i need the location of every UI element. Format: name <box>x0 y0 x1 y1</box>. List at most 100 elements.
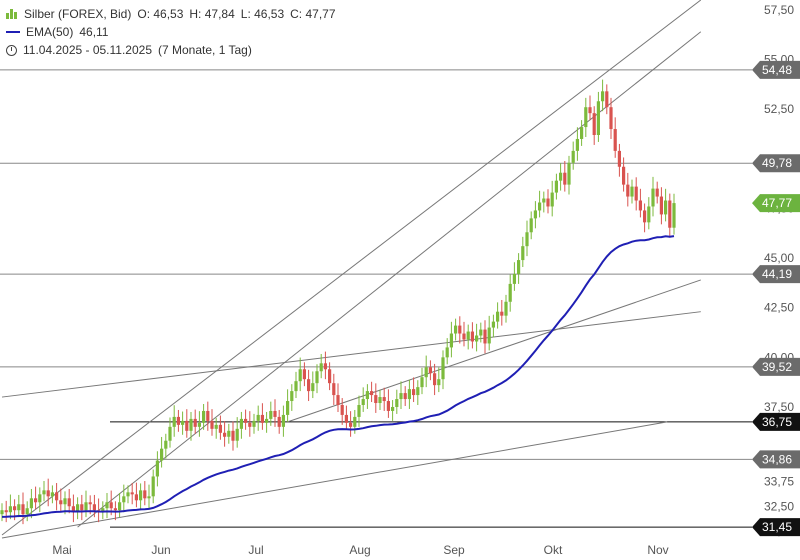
candle-body <box>500 311 504 316</box>
candle-body <box>298 369 302 382</box>
candle-body <box>315 371 319 384</box>
candle-body <box>290 391 294 402</box>
candle-body <box>181 420 185 425</box>
candle-body <box>571 150 575 163</box>
level-price-tag: 31,45 <box>762 520 792 534</box>
candle-body <box>559 172 563 181</box>
candle-body <box>25 508 29 515</box>
candle-body <box>391 406 395 411</box>
candle-body <box>454 325 458 334</box>
candle-body <box>155 460 159 477</box>
candle-body <box>42 490 46 495</box>
candle-body <box>424 367 428 378</box>
candle-body <box>231 430 235 441</box>
trend-lines <box>1 0 702 539</box>
candle-body <box>655 188 659 197</box>
level-price-tag: 54,48 <box>762 63 792 77</box>
candle-body <box>294 381 298 392</box>
candle-body <box>307 379 311 392</box>
y-tick-label: 37,50 <box>764 400 794 414</box>
candle-body <box>517 260 521 274</box>
candle-body <box>470 331 474 342</box>
candle-body <box>609 107 613 130</box>
candle-body <box>265 418 269 423</box>
candle-body <box>143 490 147 499</box>
ema-line <box>1 235 675 518</box>
candle-body <box>512 273 516 284</box>
candle-body <box>483 329 487 344</box>
level-price-tag: 36,75 <box>762 415 792 429</box>
candle-body <box>542 198 546 203</box>
candle-body <box>588 107 592 114</box>
candle-body <box>323 363 327 370</box>
x-tick-label: Jul <box>248 543 263 557</box>
candle-body <box>189 418 193 431</box>
candle-body <box>613 129 617 151</box>
candle-body <box>227 430 231 437</box>
candle-body <box>101 508 105 513</box>
candle-body <box>172 416 176 427</box>
candle-body <box>113 508 117 511</box>
level-price-tag-bg <box>752 412 800 431</box>
candle-body <box>92 504 96 511</box>
candle-body <box>575 138 579 151</box>
level-price-tag: 34,86 <box>762 452 792 466</box>
level-price-tag-bg <box>752 265 800 284</box>
candle-body <box>407 389 411 400</box>
candle-body <box>130 492 134 495</box>
candle-body <box>592 113 596 135</box>
candle-body <box>176 416 180 425</box>
candle-body <box>605 91 609 108</box>
candle-body <box>403 393 407 400</box>
candle-body <box>168 426 172 441</box>
candle-body <box>601 91 605 102</box>
candle-body <box>496 311 500 322</box>
candle-body <box>328 369 332 384</box>
candle-body <box>643 210 647 223</box>
candle-body <box>378 397 382 404</box>
candle-body <box>244 418 248 423</box>
close-value: C: 47,77 <box>290 7 336 21</box>
candle-body <box>151 476 155 497</box>
candle-body <box>17 504 21 511</box>
candle-body <box>67 498 71 507</box>
candle-body <box>340 405 344 415</box>
candle-body <box>4 510 8 513</box>
y-axis-ticks: 57,5055,0052,5050,0047,5045,0042,5040,00… <box>764 3 794 538</box>
candle-body <box>458 325 462 334</box>
candle-body <box>353 416 357 427</box>
candle-body <box>365 391 369 400</box>
candle-body <box>210 420 214 429</box>
candle-body <box>256 414 260 421</box>
level-price-tag-bg <box>752 357 800 376</box>
x-tick-label: Aug <box>349 543 370 557</box>
trend-line <box>1 311 701 398</box>
candle-body <box>134 494 138 501</box>
high-value: H: 47,84 <box>189 7 235 21</box>
ema-swatch <box>6 31 20 33</box>
candle-body <box>428 367 432 374</box>
candle-body <box>63 498 67 505</box>
candle-body <box>235 428 239 441</box>
candle-body <box>491 321 495 328</box>
clock-icon <box>6 44 17 56</box>
candle-body <box>21 504 25 515</box>
candle-body <box>0 510 4 515</box>
candle-body <box>260 414 264 423</box>
candle-body <box>374 395 378 404</box>
candle-body <box>386 401 390 411</box>
x-tick-label: Okt <box>544 543 563 557</box>
x-tick-label: Sep <box>443 543 465 557</box>
candle-body <box>357 405 361 417</box>
candle-body <box>84 502 88 511</box>
candle-body <box>659 196 663 215</box>
candle-body <box>223 432 227 437</box>
candle-body <box>664 200 668 215</box>
instrument-name: Silber (FOREX, Bid) <box>24 7 132 21</box>
level-price-tag-bg <box>752 450 800 469</box>
level-price-tag-bg <box>752 518 800 537</box>
candle-body <box>617 150 621 167</box>
candle-body <box>580 127 584 139</box>
candle-body <box>248 422 252 427</box>
